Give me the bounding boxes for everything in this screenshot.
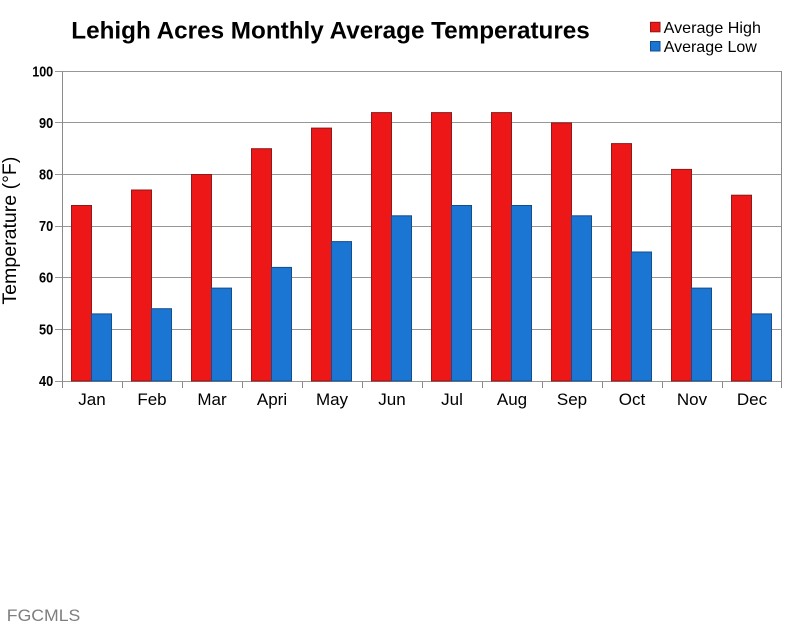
svg-text:Temperature (°F): Temperature (°F): [0, 157, 21, 305]
svg-text:Jun: Jun: [378, 390, 405, 409]
svg-text:Oct: Oct: [619, 390, 646, 409]
svg-text:100: 100: [32, 63, 53, 80]
svg-text:Mar: Mar: [197, 390, 227, 409]
svg-text:Apri: Apri: [257, 390, 287, 409]
svg-text:70: 70: [39, 218, 53, 235]
svg-text:40: 40: [39, 373, 53, 390]
svg-text:50: 50: [39, 321, 53, 338]
svg-text:Jan: Jan: [78, 390, 105, 409]
svg-text:FGCMLS: FGCMLS: [7, 606, 81, 625]
svg-text:60: 60: [39, 270, 53, 287]
svg-text:80: 80: [39, 167, 53, 184]
svg-text:Lehigh Acres Monthly Average T: Lehigh Acres Monthly Average Temperature…: [71, 18, 590, 45]
svg-text:Dec: Dec: [737, 390, 768, 409]
svg-text:90: 90: [39, 115, 53, 132]
svg-text:Jul: Jul: [441, 390, 463, 409]
svg-text:Feb: Feb: [137, 390, 166, 409]
svg-text:Average High: Average High: [664, 20, 761, 37]
svg-text:May: May: [316, 390, 349, 409]
svg-text:Nov: Nov: [677, 390, 708, 409]
svg-text:Average Low: Average Low: [664, 39, 758, 56]
svg-text:Sep: Sep: [557, 390, 587, 409]
svg-text:Aug: Aug: [497, 390, 527, 409]
